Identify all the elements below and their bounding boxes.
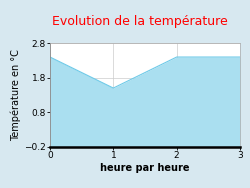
X-axis label: heure par heure: heure par heure (100, 163, 190, 173)
Y-axis label: Température en °C: Température en °C (11, 49, 21, 141)
Text: Evolution de la température: Evolution de la température (52, 15, 228, 28)
